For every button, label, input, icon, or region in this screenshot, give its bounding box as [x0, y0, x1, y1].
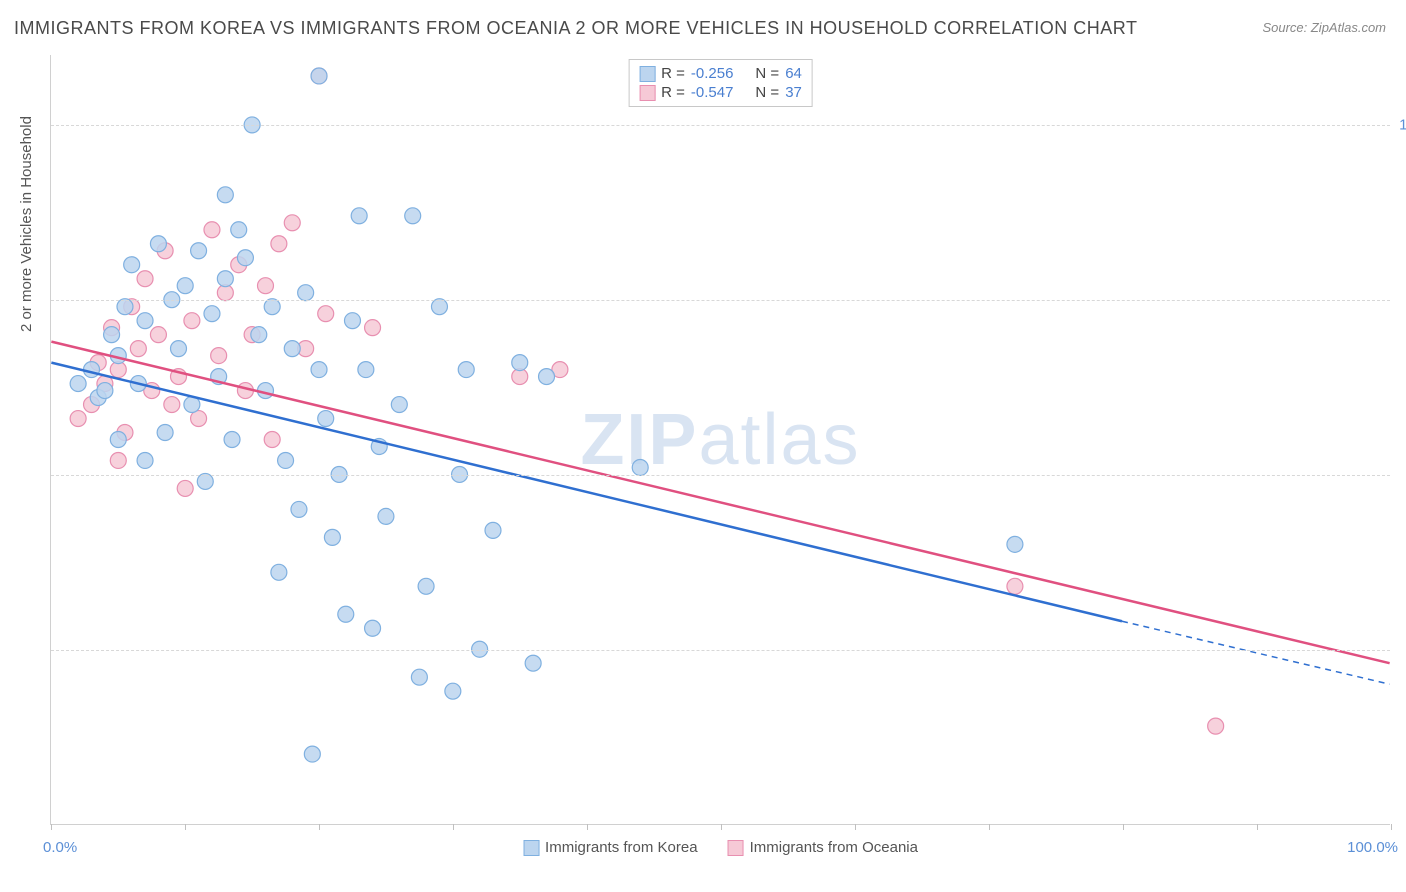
x-tick [319, 824, 320, 830]
legend-n-label2: N = [755, 84, 779, 101]
swatch-korea-bottom [523, 840, 539, 856]
x-axis-min-label: 0.0% [43, 839, 77, 856]
x-axis-max-label: 100.0% [1347, 839, 1398, 856]
x-tick [721, 824, 722, 830]
gridline [51, 125, 1390, 126]
legend-row-oceania: R = -0.547 N = 37 [639, 83, 802, 102]
legend-item-oceania: Immigrants from Oceania [728, 839, 918, 856]
x-tick [855, 824, 856, 830]
legend-r-label2: R = [661, 84, 685, 101]
legend-n-label: N = [755, 65, 779, 82]
legend-label-korea: Immigrants from Korea [545, 839, 698, 856]
x-tick [453, 824, 454, 830]
x-tick [185, 824, 186, 830]
legend-row-korea: R = -0.256 N = 64 [639, 64, 802, 83]
gridline [51, 300, 1390, 301]
legend-top: R = -0.256 N = 64 R = -0.547 N = 37 [628, 59, 813, 107]
legend-label-oceania: Immigrants from Oceania [750, 839, 918, 856]
legend-r-oceania: -0.547 [691, 84, 734, 101]
swatch-korea [639, 66, 655, 82]
legend-item-korea: Immigrants from Korea [523, 839, 698, 856]
plot-svg [51, 55, 1390, 824]
chart-area: ZIPatlas R = -0.256 N = 64 R = -0.547 N … [50, 55, 1390, 825]
legend-n-korea: 64 [785, 65, 802, 82]
legend-bottom: Immigrants from Korea Immigrants from Oc… [523, 839, 918, 856]
gridline [51, 475, 1390, 476]
source-label: Source: ZipAtlas.com [1262, 20, 1386, 35]
swatch-oceania [639, 85, 655, 101]
x-tick [989, 824, 990, 830]
gridline [51, 650, 1390, 651]
chart-title: IMMIGRANTS FROM KOREA VS IMMIGRANTS FROM… [14, 18, 1137, 39]
y-tick-label: 100.0% [1399, 117, 1406, 134]
legend-n-oceania: 37 [785, 84, 802, 101]
swatch-oceania-bottom [728, 840, 744, 856]
x-tick [587, 824, 588, 830]
x-tick [1257, 824, 1258, 830]
x-tick [1123, 824, 1124, 830]
y-axis-title: 2 or more Vehicles in Household [18, 116, 35, 332]
x-tick [51, 824, 52, 830]
x-tick [1391, 824, 1392, 830]
legend-r-label: R = [661, 65, 685, 82]
legend-r-korea: -0.256 [691, 65, 734, 82]
